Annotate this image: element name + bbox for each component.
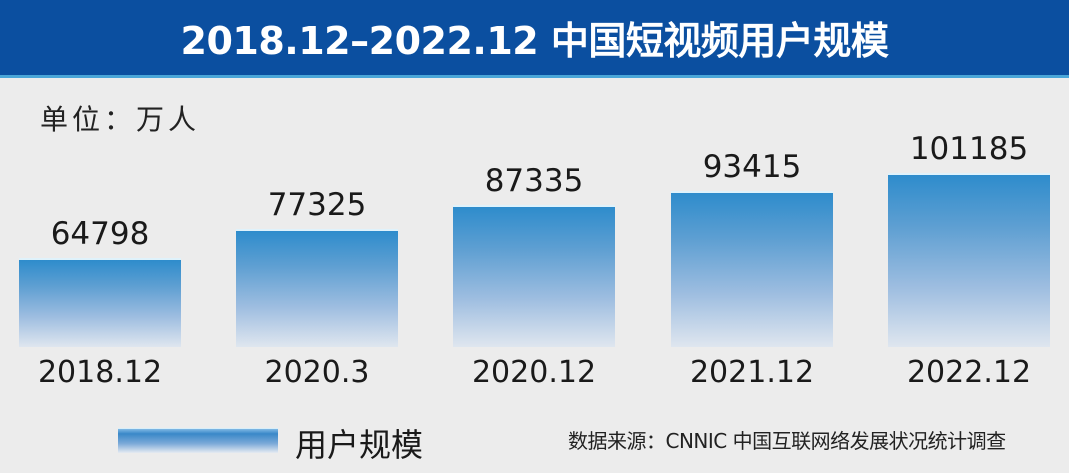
chart-title: 2018.12–2022.12 中国短视频用户规模 xyxy=(180,19,889,63)
x-axis-category-label: 2020.12 xyxy=(471,355,597,390)
bar-value-label: 87335 xyxy=(484,163,584,199)
x-axis-category-label: 2018.12 xyxy=(37,355,163,390)
bar-2022.12 xyxy=(888,173,1050,347)
chart-title-banner: 2018.12–2022.12 中国短视频用户规模 xyxy=(0,0,1069,78)
x-axis-category-label: 2022.12 xyxy=(906,355,1032,390)
bar-value-label: 101185 xyxy=(909,131,1029,167)
legend-swatch xyxy=(118,428,278,453)
x-axis-category-label: 2020.3 xyxy=(264,355,370,390)
bar-2018.12 xyxy=(19,258,181,347)
bar-value-label: 77325 xyxy=(267,187,367,223)
bar-2020.12 xyxy=(453,205,615,347)
bar-2020.3 xyxy=(236,229,398,347)
unit-label: 单位：万人 xyxy=(40,103,201,136)
bar-2021.12 xyxy=(671,191,833,347)
bar-value-label: 64798 xyxy=(50,216,150,252)
legend-label: 用户规模 xyxy=(295,426,424,464)
x-axis-category-label: 2021.12 xyxy=(689,355,815,390)
bar-value-label: 93415 xyxy=(702,149,802,185)
data-source-note: 数据来源：CNNIC 中国互联网络发展状况统计调查 xyxy=(568,429,1006,453)
